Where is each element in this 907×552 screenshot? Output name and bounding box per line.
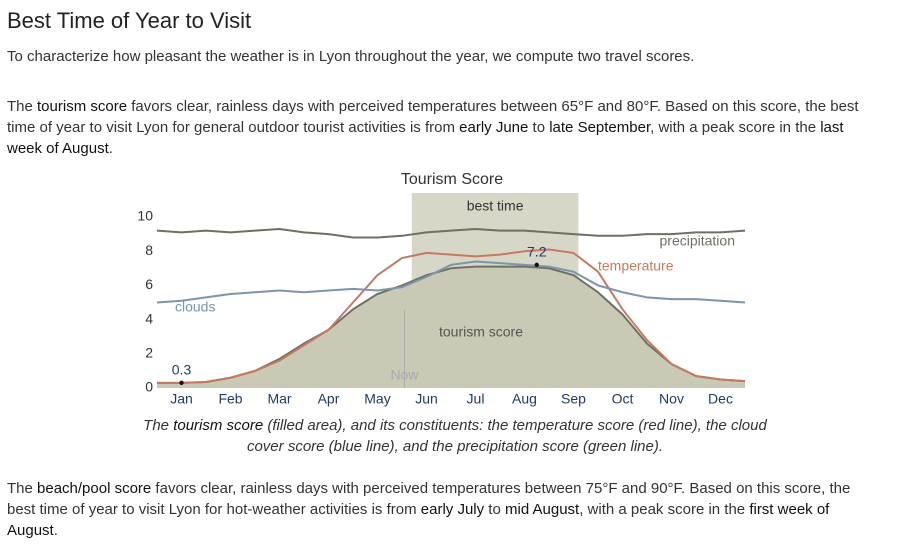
emphasis: mid August	[505, 501, 580, 518]
area	[157, 266, 745, 388]
text: favors clear, rainless days with perceiv…	[7, 98, 859, 136]
x-tick-label: Sep	[561, 391, 586, 407]
x-tick-label: Oct	[612, 391, 634, 407]
annotation-dot	[179, 380, 184, 386]
y-tick-label: 2	[145, 345, 153, 361]
text: to	[484, 501, 505, 518]
now-label: Now	[390, 367, 419, 383]
heading: Best Time of Year to Visit	[7, 8, 252, 33]
annotation-label: 7.2	[527, 244, 547, 260]
x-tick-label: Jul	[467, 391, 485, 407]
caption: The tourism score (filled area), and its…	[130, 415, 780, 457]
text: (filled area), and its constituents: the…	[246, 417, 767, 455]
text: to	[528, 119, 550, 136]
series-label: precipitation	[660, 233, 736, 249]
emphasis: last week of August	[7, 119, 844, 157]
x-tick-label: Feb	[218, 391, 242, 407]
emphasis: early July	[420, 501, 485, 518]
x-tick-label: Nov	[659, 391, 684, 407]
x-tick-label: Mar	[267, 391, 291, 407]
emphasis: first week of August	[7, 501, 830, 539]
x-tick-label: May	[364, 391, 390, 407]
emphasis: tourism score	[37, 98, 128, 115]
y-tick-label: 8	[145, 242, 153, 258]
chart-title: Tourism Score	[401, 171, 503, 188]
y-tick-label: 10	[137, 208, 153, 224]
paragraph: The beach/pool score favors clear, rainl…	[7, 478, 877, 541]
best-time-label: best time	[467, 198, 524, 214]
x-tick-label: Aug	[512, 391, 537, 407]
text: , with a peak score in the	[579, 501, 750, 518]
x-tick-label: Jan	[170, 391, 193, 407]
annotation-label: 0.3	[172, 362, 192, 378]
series-line	[157, 248, 746, 384]
text: , with a peak score in the	[650, 119, 821, 136]
series-line	[156, 260, 746, 304]
text: The	[7, 98, 38, 115]
text: favors clear, rainless days with perceiv…	[7, 480, 851, 518]
text: .	[53, 522, 58, 539]
annotation-dot	[534, 262, 539, 268]
x-tick-label: Apr	[318, 391, 340, 407]
x-tick-label: Jun	[415, 391, 438, 407]
paragraph: To characterize how pleasant the weather…	[7, 46, 877, 67]
emphasis: tourism score	[173, 417, 264, 434]
text: The	[143, 417, 174, 434]
y-tick-label: 6	[145, 276, 153, 292]
chart: Tourism Score best time 0 2 4 6 8 10 Jan Feb Mar A…	[137, 171, 746, 407]
series-line	[156, 227, 746, 239]
series-label: tourism score	[439, 324, 523, 340]
text: The	[7, 480, 38, 497]
emphasis: late September	[549, 119, 651, 136]
emphasis: beach/pool score	[37, 480, 152, 497]
text: .	[108, 140, 113, 157]
text: To characterize how pleasant the weather…	[7, 48, 695, 65]
paragraph: The tourism score favors clear, rainless…	[7, 96, 877, 159]
y-tick-label: 0	[145, 379, 153, 395]
emphasis: early June	[459, 119, 529, 136]
x-tick-label: Dec	[708, 391, 733, 407]
series-label: clouds	[175, 299, 215, 315]
series-label: temperature	[598, 258, 674, 274]
y-tick-label: 4	[145, 310, 153, 326]
